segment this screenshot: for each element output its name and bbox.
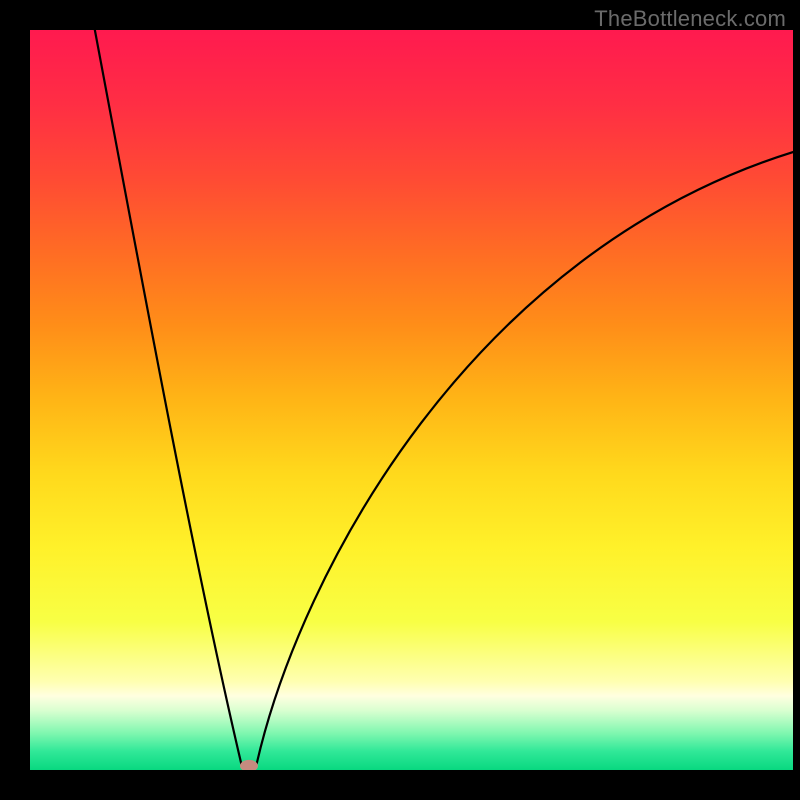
frame-right — [793, 0, 800, 800]
frame-bottom — [0, 770, 800, 800]
chart-svg — [30, 30, 793, 770]
gradient-background — [30, 30, 793, 770]
plot-area — [30, 30, 793, 770]
watermark-text: TheBottleneck.com — [594, 6, 786, 32]
frame-left — [0, 0, 30, 800]
